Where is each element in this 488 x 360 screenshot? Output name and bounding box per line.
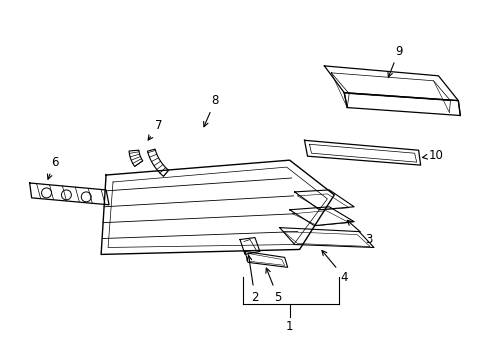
Text: 10: 10 [422, 149, 443, 162]
Text: 6: 6 [47, 156, 58, 179]
Text: 3: 3 [346, 220, 372, 246]
Text: 9: 9 [387, 45, 402, 77]
Text: 7: 7 [148, 119, 162, 140]
Text: 1: 1 [285, 320, 293, 333]
Text: 2: 2 [246, 255, 258, 303]
Text: 8: 8 [203, 94, 219, 127]
Text: 5: 5 [265, 268, 281, 303]
Text: 4: 4 [321, 251, 347, 284]
